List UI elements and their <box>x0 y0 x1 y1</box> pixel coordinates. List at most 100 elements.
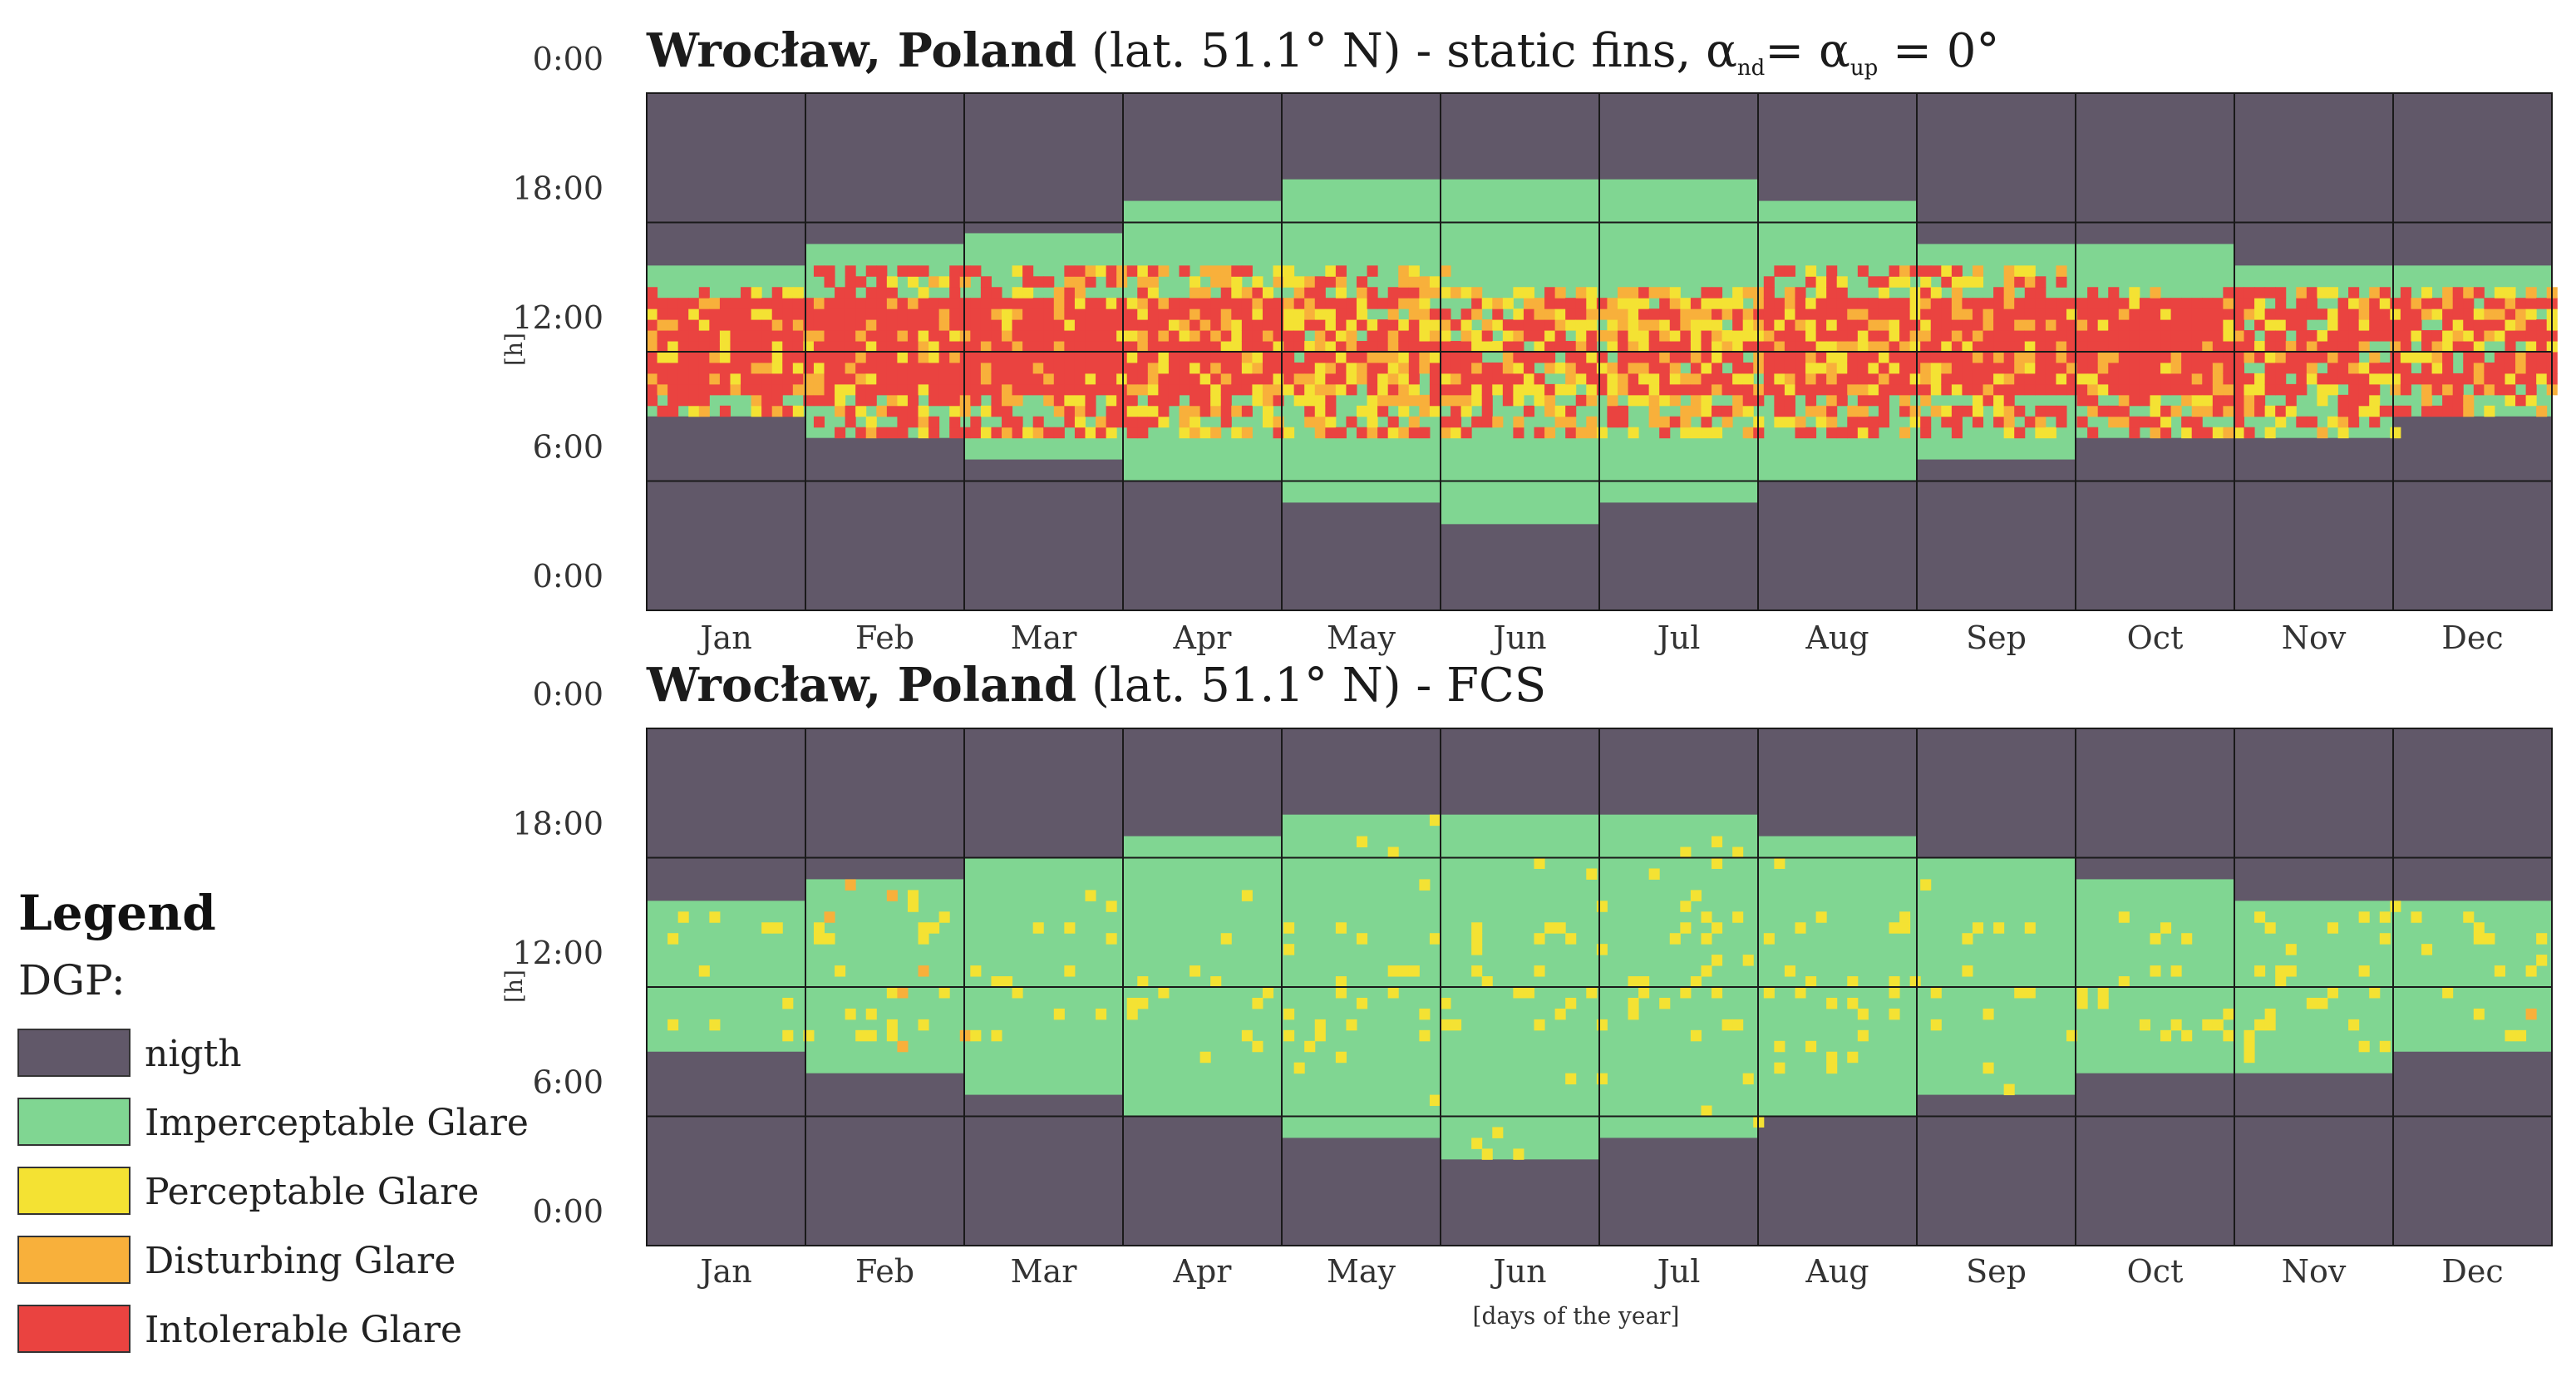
glare-cell <box>1721 416 1733 428</box>
glare-cell <box>1377 330 1389 342</box>
glare-cell <box>1712 955 1723 966</box>
glare-cell <box>2129 341 2140 353</box>
glare-cell <box>1096 427 1107 439</box>
glare-cell <box>2118 976 2130 988</box>
glare-cell <box>865 287 877 299</box>
glare-cell <box>2285 308 2297 320</box>
glare-cell <box>792 405 804 417</box>
glare-cell <box>1106 427 1117 439</box>
glare-cell <box>1732 394 1744 407</box>
glare-cell <box>2379 330 2391 342</box>
glare-cell <box>1387 427 1399 439</box>
glare-cell <box>1126 405 1138 417</box>
glare-cell <box>1116 319 1128 331</box>
glare-cell <box>1106 298 1117 309</box>
glare-cell <box>2191 330 2203 342</box>
glare-cell <box>2484 373 2495 385</box>
glare-cell <box>2097 298 2109 309</box>
glare-cell <box>2244 1040 2255 1053</box>
glare-cell <box>1795 987 1806 999</box>
glare-cell <box>1554 383 1566 396</box>
glare-cell <box>1774 857 1785 869</box>
glare-cell <box>1899 276 1911 288</box>
glare-cell <box>1669 308 1681 320</box>
glare-cell <box>2379 287 2391 299</box>
glare-cell <box>907 373 919 385</box>
glare-cell <box>2296 341 2308 353</box>
glare-cell <box>1805 330 1817 342</box>
glare-cell <box>1763 330 1775 342</box>
glare-cell <box>1231 298 1243 309</box>
glare-cell <box>1502 373 1514 385</box>
glare-cell <box>1628 976 1639 988</box>
glare-cell <box>1930 1019 1942 1031</box>
glare-cell <box>647 308 658 320</box>
glare-cell <box>1252 341 1263 353</box>
glare-cell <box>1032 330 1044 342</box>
glare-cell <box>1189 341 1201 353</box>
glare-cell <box>1064 352 1076 363</box>
glare-cell <box>1941 319 1953 331</box>
glare-cell <box>1481 394 1493 407</box>
glare-cell <box>2191 352 2203 363</box>
glare-cell <box>2390 352 2401 363</box>
glare-cell <box>688 352 700 363</box>
glare-cell <box>1357 319 1368 331</box>
glare-cell <box>2473 373 2485 385</box>
glare-cell <box>2003 405 2015 417</box>
glare-cell <box>1993 319 2005 331</box>
glare-cell <box>698 308 710 320</box>
glare-cell <box>719 319 731 331</box>
glare-cell <box>2264 427 2276 439</box>
glare-cell <box>1836 383 1848 396</box>
glare-cell <box>2348 298 2360 309</box>
glare-cell <box>845 287 856 299</box>
glare-cell <box>949 319 961 331</box>
glare-cell <box>2223 287 2234 299</box>
glare-cell <box>751 352 762 363</box>
glare-cell <box>1659 427 1671 439</box>
glare-cell <box>2076 330 2088 342</box>
glare-cell <box>2505 394 2516 407</box>
glare-cell <box>1868 330 1879 342</box>
glare-cell <box>1147 265 1159 277</box>
glare-cell <box>2505 298 2516 309</box>
glare-cell <box>741 298 752 309</box>
glare-cell <box>2473 330 2485 342</box>
glare-cell <box>1701 373 1712 385</box>
glare-cell <box>1335 308 1347 320</box>
y-tick-label: 6:00 <box>533 429 603 466</box>
glare-cell <box>1993 922 2005 934</box>
glare-cell <box>1763 373 1775 385</box>
glare-cell <box>719 362 731 374</box>
glare-cell <box>1137 405 1149 417</box>
glare-cell <box>2379 319 2391 331</box>
glare-cell <box>1909 287 1921 299</box>
glare-cell <box>719 405 731 417</box>
glare-cell <box>1106 341 1117 353</box>
glare-cell <box>1941 405 1953 417</box>
glare-cell <box>1074 405 1086 417</box>
glare-cell <box>741 373 752 385</box>
glare-cell <box>1836 352 1848 363</box>
y-tick-label: 18:00 <box>512 806 603 842</box>
glare-cell <box>667 330 679 342</box>
glare-cell <box>1116 330 1128 342</box>
glare-cell <box>1763 276 1775 288</box>
glare-cell <box>1826 308 1838 320</box>
glare-cell <box>2515 373 2527 385</box>
glare-cell <box>1648 416 1660 428</box>
glare-cell <box>1408 416 1420 428</box>
glare-cell <box>1941 276 1953 288</box>
glare-cell <box>1732 319 1744 331</box>
glare-cell <box>1335 276 1347 288</box>
glare-cell <box>1199 287 1211 299</box>
glare-cell <box>2108 383 2120 396</box>
glare-cell <box>1357 836 1368 848</box>
glare-cell <box>1972 265 1984 277</box>
glare-cell <box>1712 308 1723 320</box>
glare-cell <box>1795 319 1806 331</box>
glare-cell <box>2327 373 2339 385</box>
glare-cell <box>1314 287 1326 299</box>
glare-cell <box>2139 298 2150 309</box>
